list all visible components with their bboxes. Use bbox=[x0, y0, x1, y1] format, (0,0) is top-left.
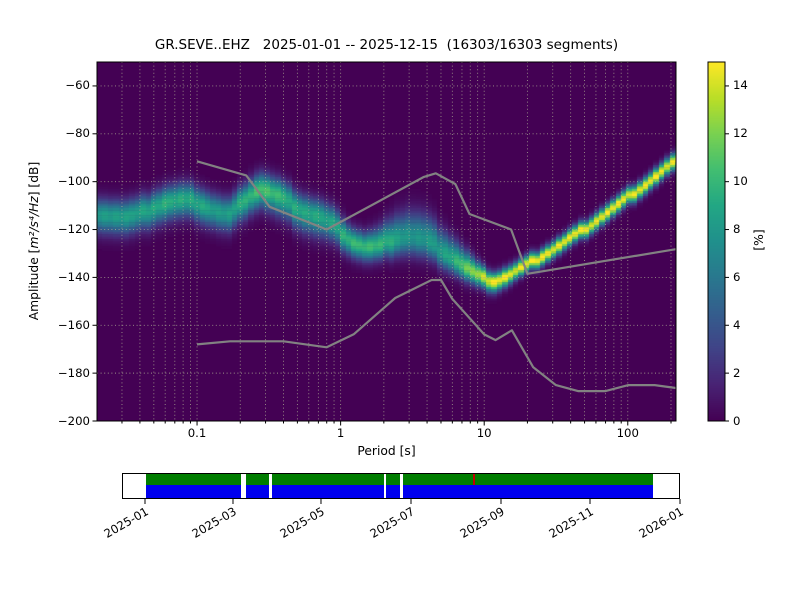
coverage-trace-segment bbox=[145, 485, 654, 498]
colorbar-tick-label: 6 bbox=[733, 269, 741, 284]
coverage-gap bbox=[269, 474, 273, 498]
x-tick-label: 100 bbox=[616, 426, 639, 440]
colorbar-tick-label: 2 bbox=[733, 365, 741, 380]
y-tick-label: −180 bbox=[57, 365, 90, 380]
date-tick-label: 2025-07 bbox=[367, 504, 417, 541]
date-tick-label: 2025-11 bbox=[546, 504, 596, 541]
colorbar-tick-label: 0 bbox=[733, 413, 741, 428]
colorbar-tick-label: 8 bbox=[733, 222, 741, 237]
y-axis-label-units: m²/s⁴/Hz bbox=[27, 196, 41, 249]
y-axis-label-prefix: Amplitude [ bbox=[27, 248, 41, 321]
date-tick-label: 2026-01 bbox=[636, 504, 686, 541]
x-tick-label: 10 bbox=[476, 426, 492, 440]
colorbar-tick-label: 12 bbox=[733, 126, 748, 141]
date-tick-label: 2025-03 bbox=[189, 504, 239, 541]
data-coverage-bar bbox=[122, 473, 680, 499]
plot-title: GR.SEVE..EHZ 2025-01-01 -- 2025-12-15 (1… bbox=[154, 37, 619, 53]
y-tick-label: −200 bbox=[57, 413, 90, 428]
coverage-bar-contents bbox=[123, 474, 679, 498]
colorbar-tick-label: 10 bbox=[733, 174, 748, 189]
coverage-gap bbox=[399, 474, 403, 498]
colorbar-tick-label: 14 bbox=[733, 78, 748, 93]
y-tick-label: −120 bbox=[57, 222, 90, 237]
x-axis-label: Period [s] bbox=[357, 444, 416, 458]
coverage-gap bbox=[384, 474, 387, 498]
coverage-used-segment bbox=[145, 474, 654, 486]
date-tick-label: 2025-05 bbox=[277, 504, 327, 541]
date-tick-label: 2025-01 bbox=[101, 504, 151, 541]
y-tick-label: −60 bbox=[65, 78, 90, 93]
colorbar-label: [%] bbox=[752, 229, 766, 251]
ppsd-heatmap-canvas bbox=[97, 62, 676, 421]
colorbar-gradient-canvas bbox=[708, 62, 725, 421]
y-tick-label: −160 bbox=[57, 317, 90, 332]
coverage-gap-marker bbox=[472, 474, 475, 486]
x-tick-label: 1 bbox=[336, 426, 345, 440]
y-tick-label: −80 bbox=[65, 126, 90, 141]
x-tick-label: 0.1 bbox=[187, 426, 207, 440]
y-tick-label: −140 bbox=[57, 269, 90, 284]
y-tick-label: −100 bbox=[57, 174, 90, 189]
coverage-gap bbox=[240, 474, 246, 498]
date-tick-label: 2025-09 bbox=[457, 504, 507, 541]
colorbar-tick-label: 4 bbox=[733, 317, 741, 332]
